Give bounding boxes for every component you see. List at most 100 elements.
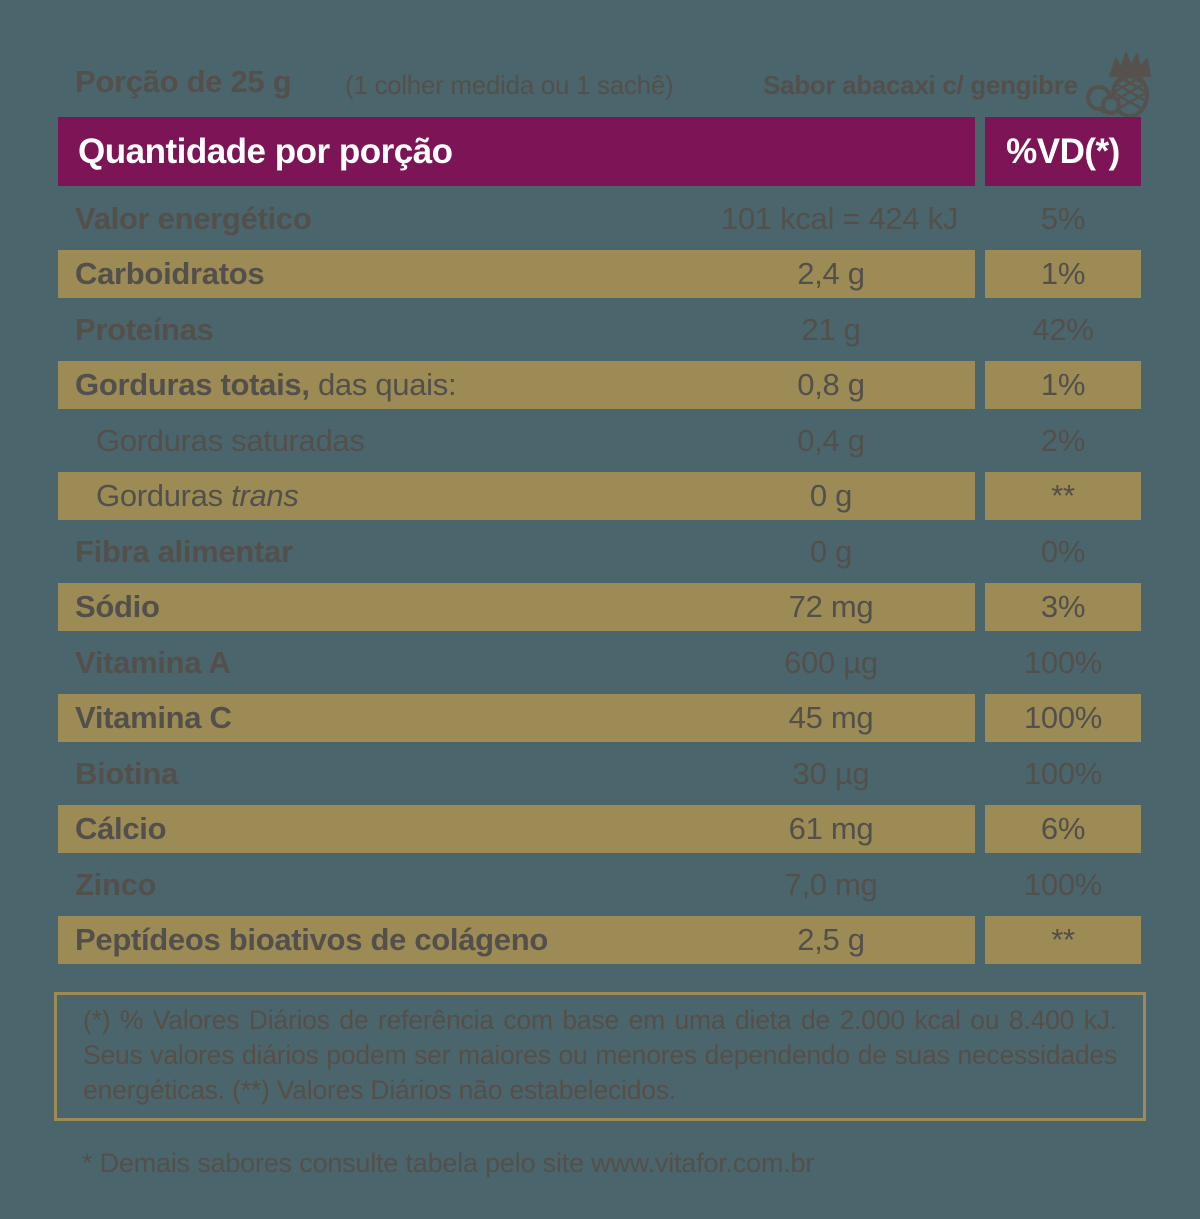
nutrient-label: Gorduras saturadas — [96, 423, 721, 459]
measure-label: (1 colher medida ou 1 sachê) — [345, 70, 674, 100]
nutrient-cell: Fibra alimentar 0 g — [58, 528, 975, 576]
daily-value-cell: 100% — [1023, 755, 1103, 791]
table-row: Valor energético 101 kcal = 424 kJ 5% — [58, 191, 1141, 247]
nutrient-label-part: Biotina — [75, 755, 178, 791]
nutrient-amount: 2,4 g — [797, 256, 865, 292]
nutrient-amount: 45 mg — [788, 700, 874, 736]
nutrient-cell: Gorduras trans 0 g — [58, 472, 975, 521]
nutrient-cell: Valor energético 101 kcal = 424 kJ — [58, 195, 975, 243]
daily-value-cell: ** — [985, 472, 1141, 521]
table-header: Quantidade por porção %VD(*) — [58, 117, 1141, 186]
portion-size-label: Porção de 25 g — [75, 64, 292, 99]
daily-value-cell: 6% — [985, 805, 1141, 854]
nutrient-amount: 0,8 g — [797, 367, 865, 403]
nutrient-label-part: Sódio — [75, 589, 160, 625]
nutrient-label: Biotina — [75, 756, 721, 792]
serving-info-row: Porção de 25 g (1 colher medida ou 1 sac… — [75, 52, 1160, 118]
daily-value-cell: 0% — [1040, 533, 1086, 569]
nutrient-label-part: Gorduras — [96, 478, 232, 514]
nutrient-label-part: Cálcio — [75, 811, 167, 847]
daily-values-footnote: (*) % Valores Diários de referência com … — [54, 992, 1146, 1121]
nutrient-cell: Sódio 72 mg — [58, 583, 975, 632]
nutrient-amount: 21 g — [801, 311, 861, 347]
nutrient-label-part: Zinco — [75, 866, 157, 902]
nutrient-amount: 600 µg — [784, 644, 878, 680]
daily-value-cell: 3% — [985, 583, 1141, 632]
nutrient-label: Vitamina C — [75, 700, 721, 736]
table-row: Fibra alimentar 0 g 0% — [58, 524, 1141, 580]
nutrient-label-part: Gorduras totais, — [75, 367, 310, 403]
nutrient-amount: 0 g — [809, 533, 853, 569]
nutrient-label: Gorduras trans — [96, 478, 721, 514]
nutrient-cell: Carboidratos 2,4 g — [58, 250, 975, 299]
table-row: Biotina 30 µg 100% — [58, 746, 1141, 802]
nutrient-amount: 101 kcal = 424 kJ — [721, 200, 959, 236]
daily-value-cell: 1% — [985, 250, 1141, 299]
nutrient-cell: Biotina 30 µg — [58, 750, 975, 798]
nutrient-label-part: das quais: — [309, 367, 457, 403]
table-row: Sódio 72 mg 3% — [58, 580, 1141, 636]
nutrient-amount: 7,0 mg — [784, 866, 878, 902]
nutrient-cell: Proteínas 21 g — [58, 306, 975, 354]
table-row: Proteínas 21 g 42% — [58, 302, 1141, 358]
dv-header-label: %VD(*) — [1006, 131, 1120, 171]
table-row: Zinco 7,0 mg 100% — [58, 857, 1141, 913]
nutrient-label-part: Valor energético — [75, 200, 312, 236]
nutrient-label-part: Fibra alimentar — [75, 533, 293, 569]
table-header-quantity: Quantidade por porção — [58, 117, 975, 186]
daily-value-cell: 42% — [1032, 311, 1094, 347]
nutrient-label: Sódio — [75, 589, 721, 625]
table-row: Gorduras totais, das quais: 0,8 g 1% — [58, 358, 1141, 414]
table-row: Peptídeos bioativos de colágeno 2,5 g ** — [58, 913, 1141, 969]
nutrient-label: Zinco — [75, 867, 721, 903]
nutrient-label-part: Carboidratos — [75, 256, 265, 292]
daily-value-cell: 1% — [985, 361, 1141, 410]
nutrient-amount: 0 g — [809, 478, 853, 514]
nutrient-label: Cálcio — [75, 811, 721, 847]
nutrient-amount: 61 mg — [788, 811, 874, 847]
nutrient-label-part: Vitamina A — [75, 644, 231, 680]
nutrient-label-part: trans — [231, 478, 299, 514]
daily-value-cell: ** — [985, 916, 1141, 965]
nutrient-cell: Vitamina A 600 µg — [58, 639, 975, 687]
table-row: Carboidratos 2,4 g 1% — [58, 247, 1141, 303]
pineapple-ginger-icon — [1082, 50, 1160, 118]
other-flavors-note: * Demais sabores consulte tabela pelo si… — [82, 1148, 815, 1178]
nutrient-label: Carboidratos — [75, 256, 721, 292]
daily-value-cell: 100% — [1023, 866, 1103, 902]
nutrient-cell: Gorduras totais, das quais: 0,8 g — [58, 361, 975, 410]
daily-value-cell: 100% — [1023, 644, 1103, 680]
nutrient-label-part: Vitamina C — [75, 700, 232, 736]
nutrient-label: Proteínas — [75, 312, 721, 348]
nutrient-amount: 2,5 g — [797, 922, 865, 958]
nutrient-amount: 72 mg — [788, 589, 874, 625]
nutrient-amount: 30 µg — [792, 755, 870, 791]
nutrient-amount: 0,4 g — [797, 422, 865, 458]
table-row: Vitamina A 600 µg 100% — [58, 635, 1141, 691]
nutrient-label: Fibra alimentar — [75, 534, 721, 570]
nutrient-label-part: Gorduras saturadas — [96, 422, 365, 458]
nutrient-cell: Zinco 7,0 mg — [58, 861, 975, 909]
table-row: Cálcio 61 mg 6% — [58, 802, 1141, 858]
daily-value-cell: 5% — [1040, 200, 1086, 236]
table-row: Vitamina C 45 mg 100% — [58, 691, 1141, 747]
nutrient-cell: Cálcio 61 mg — [58, 805, 975, 854]
daily-value-cell: 2% — [1040, 422, 1086, 458]
quantity-header-label: Quantidade por porção — [78, 131, 453, 171]
table-row: Gorduras trans 0 g ** — [58, 469, 1141, 525]
nutrient-cell: Peptídeos bioativos de colágeno 2,5 g — [58, 916, 975, 965]
nutrient-label-part: Peptídeos bioativos de colágeno — [75, 922, 549, 958]
daily-value-cell: 100% — [985, 694, 1141, 743]
nutrient-cell: Vitamina C 45 mg — [58, 694, 975, 743]
table-header-dv: %VD(*) — [985, 117, 1141, 186]
nutrient-label: Vitamina A — [75, 645, 721, 681]
nutrient-cell: Gorduras saturadas 0,4 g — [58, 417, 975, 465]
nutrient-label: Gorduras totais, das quais: — [75, 367, 721, 403]
nutrient-label: Valor energético — [75, 201, 721, 237]
table-row: Gorduras saturadas 0,4 g 2% — [58, 413, 1141, 469]
flavor-label: Sabor abacaxi c/ gengibre — [763, 70, 1078, 100]
nutrition-table-body: Valor energético 101 kcal = 424 kJ 5% Carbo… — [58, 191, 1141, 968]
nutrient-label-part: Proteínas — [75, 311, 214, 347]
nutrient-label: Peptídeos bioativos de colágeno — [75, 922, 721, 958]
